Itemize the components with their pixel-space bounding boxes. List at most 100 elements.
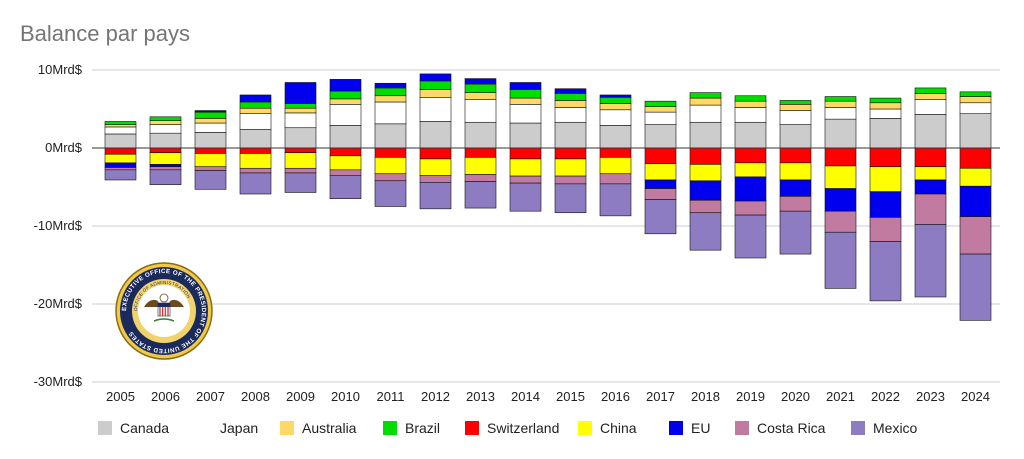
y-tick-label: -20Mrd$: [34, 296, 83, 311]
legend-swatch: [578, 421, 592, 435]
legend-swatch: [198, 421, 212, 435]
bar-japan-2006: [149, 124, 182, 134]
bar-stack-2018: [689, 92, 722, 251]
bar-eu-2015: [554, 88, 587, 94]
x-tick-label: 2024: [961, 389, 990, 404]
bar-brazil-2005: [104, 121, 137, 125]
bar-eu-2005: [104, 162, 137, 168]
legend-item-china: China: [578, 420, 637, 436]
bar-costa-rica-2010: [329, 169, 362, 176]
bar-eu-2022: [869, 191, 902, 218]
legend-item-costa-rica: Costa Rica: [735, 420, 826, 436]
bar-switzerland-2014: [509, 147, 542, 160]
bar-australia-2012: [419, 89, 452, 98]
bar-japan-2017: [644, 111, 677, 125]
bar-canada-2008: [239, 128, 272, 149]
legend-label: China: [600, 420, 637, 436]
y-axis: 10Mrd$ 0Mrd$ -10Mrd$ -20Mrd$ -30Mrd$: [34, 62, 83, 389]
bar-mexico-2017: [644, 199, 677, 235]
bar-australia-2014: [509, 97, 542, 105]
bar-stack-2011: [374, 82, 407, 207]
bar-costa-rica-2008: [239, 167, 272, 174]
legend-label: Switzerland: [487, 420, 559, 436]
bar-eu-2010: [329, 79, 362, 92]
legend-swatch: [465, 421, 479, 435]
bar-japan-2010: [329, 104, 362, 126]
bar-japan-2012: [419, 97, 452, 122]
bar-australia-2020: [779, 104, 812, 111]
bar-australia-2011: [374, 95, 407, 103]
bar-costa-rica-2012: [419, 175, 452, 183]
bar-china-2006: [149, 152, 182, 165]
bar-mexico-2013: [464, 181, 497, 209]
bar-stack-2017: [644, 100, 677, 235]
bar-switzerland-2024: [959, 147, 992, 169]
bar-costa-rica-2014: [509, 175, 542, 184]
bar-mexico-2011: [374, 180, 407, 207]
bar-costa-rica-2005: [104, 167, 137, 171]
legend-swatch: [280, 421, 294, 435]
bar-japan-2023: [914, 99, 947, 115]
grid: [92, 69, 1000, 383]
bar-brazil-2011: [374, 87, 407, 97]
bar-canada-2023: [914, 114, 947, 149]
bar-mexico-2005: [104, 169, 137, 181]
bar-brazil-2007: [194, 111, 227, 119]
legend-item-brazil: Brazil: [383, 420, 440, 436]
bar-brazil-2009: [284, 103, 317, 109]
bar-china-2015: [554, 158, 587, 177]
bar-switzerland-2010: [329, 147, 362, 157]
bar-brazil-2020: [779, 100, 812, 105]
legend-label: Australia: [302, 420, 357, 436]
bar-costa-rica-2023: [914, 193, 947, 225]
bar-costa-rica-2017: [644, 188, 677, 200]
x-tick-label: 2010: [331, 389, 360, 404]
x-tick-label: 2015: [556, 389, 585, 404]
bar-canada-2019: [734, 121, 767, 149]
bar-stack-2014: [509, 82, 542, 212]
bar-japan-2019: [734, 107, 767, 123]
bar-canada-2010: [329, 125, 362, 149]
bar-brazil-2017: [644, 100, 677, 107]
bar-stack-2006: [149, 116, 182, 185]
bar-switzerland-2013: [464, 147, 497, 158]
bar-costa-rica-2016: [599, 173, 632, 185]
bar-stack-2021: [824, 96, 857, 289]
bar-stack-2008: [239, 94, 272, 195]
legend-item-australia: Australia: [280, 420, 357, 436]
legend-label: Costa Rica: [757, 420, 826, 436]
x-axis: 2005 2006 2007 2008 2009 2010 2011 2012 2013 2014…: [106, 389, 990, 404]
bar-costa-rica-2019: [734, 200, 767, 216]
bar-japan-2024: [959, 102, 992, 114]
bar-canada-2017: [644, 124, 677, 149]
bar-mexico-2021: [824, 231, 857, 289]
bar-china-2009: [284, 152, 317, 169]
x-tick-label: 2018: [691, 389, 720, 404]
bar-brazil-2021: [824, 96, 857, 102]
bar-canada-2007: [194, 132, 227, 149]
bar-eu-2011: [374, 82, 407, 89]
bar-switzerland-2011: [374, 147, 407, 158]
bar-australia-2019: [734, 100, 767, 108]
bar-canada-2013: [464, 121, 497, 149]
bar-eu-2018: [689, 180, 722, 201]
bar-mexico-2007: [194, 170, 227, 190]
bar-china-2022: [869, 166, 902, 192]
bar-stack-2019: [734, 95, 767, 259]
chart-title: Balance par pays: [20, 21, 190, 46]
bar-eu-2024: [959, 185, 992, 217]
bar-canada-2024: [959, 113, 992, 149]
legend-label: Japan: [220, 420, 258, 436]
bar-japan-2022: [869, 108, 902, 119]
legend-swatch: [98, 421, 112, 435]
bar-australia-2017: [644, 106, 677, 113]
bar-canada-2005: [104, 133, 137, 149]
bar-japan-2007: [194, 122, 227, 133]
bar-mexico-2014: [509, 182, 542, 212]
bar-stack-2009: [284, 82, 317, 193]
bar-japan-2008: [239, 113, 272, 130]
bar-stack-2005: [104, 121, 137, 181]
bar-china-2024: [959, 167, 992, 187]
bar-japan-2018: [689, 104, 722, 123]
bar-canada-2014: [509, 122, 542, 149]
